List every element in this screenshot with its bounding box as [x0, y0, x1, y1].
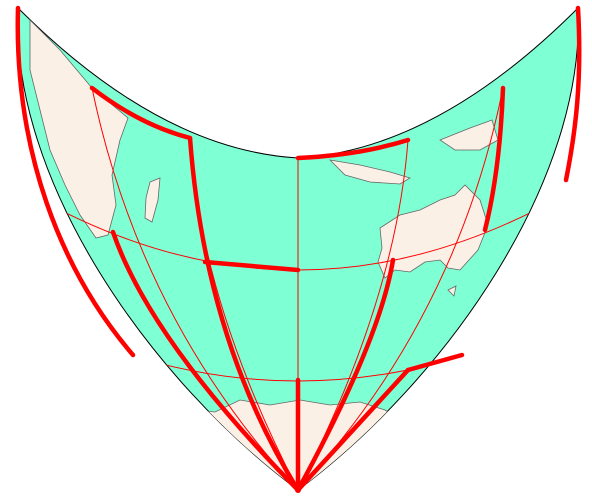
edge-segment	[295, 137, 411, 161]
meridian-segment	[295, 367, 411, 493]
australia	[377, 184, 489, 279]
africa	[29, 19, 129, 239]
latitude-segment	[202, 259, 301, 273]
edge-segment	[563, 5, 582, 183]
thick-segments	[15, 5, 582, 493]
tasmania	[447, 285, 457, 297]
meridian-segment	[110, 229, 301, 493]
edge-segment	[89, 85, 193, 141]
meridian-segment	[295, 257, 396, 493]
pole-point	[295, 487, 301, 493]
meridian-line	[91, 87, 299, 490]
madagascar	[144, 177, 161, 223]
meridian-segment	[187, 135, 301, 493]
indonesia	[328, 159, 411, 185]
latitude-segment	[405, 352, 465, 373]
meridian-segment	[482, 85, 506, 233]
edge-segment	[15, 5, 136, 358]
